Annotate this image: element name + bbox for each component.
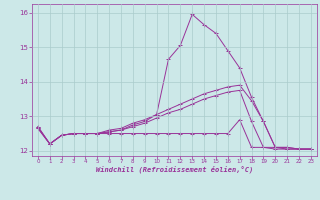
X-axis label: Windchill (Refroidissement éolien,°C): Windchill (Refroidissement éolien,°C) [96, 166, 253, 173]
